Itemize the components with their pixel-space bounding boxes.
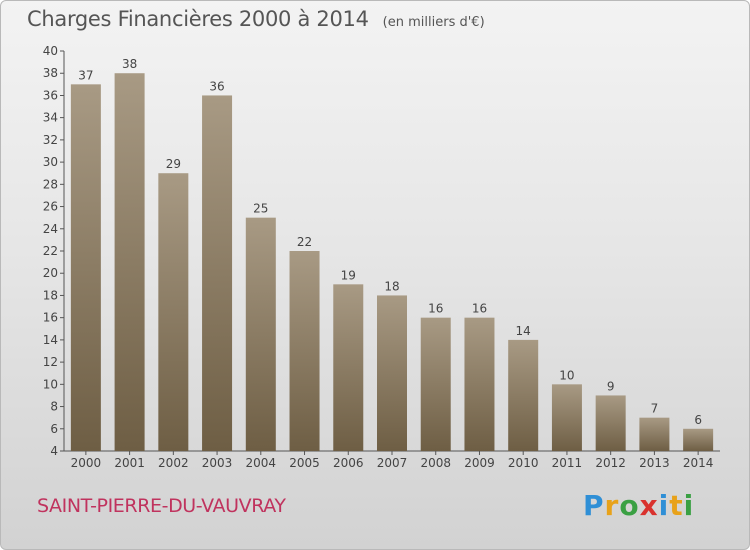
bar bbox=[158, 173, 189, 451]
x-tick-label: 2000 bbox=[71, 456, 102, 470]
x-tick-label: 2014 bbox=[683, 456, 714, 470]
bar bbox=[70, 84, 101, 451]
bar bbox=[639, 417, 670, 451]
chart-subtitle: (en milliers d'€) bbox=[382, 15, 485, 30]
y-tick-label: 24 bbox=[43, 222, 58, 236]
logo-letter: t bbox=[669, 489, 684, 522]
y-tick-label: 20 bbox=[43, 266, 58, 280]
y-tick-label: 8 bbox=[50, 400, 58, 414]
y-tick-label: 18 bbox=[43, 288, 58, 302]
bar bbox=[289, 251, 320, 451]
bar bbox=[202, 95, 233, 451]
bar-value-label: 38 bbox=[122, 57, 137, 71]
x-tick-label: 2004 bbox=[246, 456, 277, 470]
bars: 37 38 29 36 25 22 19 18 16 16 14 10 9 7 6 bbox=[70, 57, 714, 451]
bar-value-label: 29 bbox=[166, 157, 181, 171]
x-tick-label: 2013 bbox=[639, 456, 670, 470]
bar-value-label: 22 bbox=[297, 235, 312, 249]
x-tick-label: 2011 bbox=[552, 456, 583, 470]
x-tick-label: 2012 bbox=[595, 456, 626, 470]
bar bbox=[245, 217, 276, 451]
x-tick-label: 2010 bbox=[508, 456, 539, 470]
bar-value-label: 9 bbox=[607, 379, 615, 393]
bar-value-label: 19 bbox=[341, 268, 356, 282]
x-tick-label: 2006 bbox=[333, 456, 364, 470]
y-tick-label: 40 bbox=[43, 44, 58, 58]
chart-title: Charges Financières 2000 à 2014 (en milli… bbox=[27, 7, 485, 31]
axes: 4 6 8 10 12 14 16 18 20 22 24 26 28 30 32 34 36 38 40 2000 2… bbox=[43, 44, 720, 470]
bar-value-label: 18 bbox=[384, 279, 399, 293]
y-tick-label: 36 bbox=[43, 88, 58, 102]
title-text: Charges Financières 2000 à 2014 bbox=[27, 7, 369, 31]
logo-letter: P bbox=[583, 489, 605, 522]
bar bbox=[508, 339, 539, 451]
proxiti-logo: Proxiti bbox=[583, 489, 694, 522]
x-tick-label: 2009 bbox=[464, 456, 495, 470]
bar bbox=[114, 73, 145, 451]
bar bbox=[551, 384, 582, 451]
x-tick-label: 2002 bbox=[158, 456, 189, 470]
bar bbox=[595, 395, 626, 451]
y-tick-label: 34 bbox=[43, 111, 58, 125]
logo-letter: i bbox=[683, 489, 695, 522]
y-tick-label: 26 bbox=[43, 200, 58, 214]
commune-name: SAINT-PIERRE-DU-VAUVRAY bbox=[37, 495, 286, 517]
logo-letter: r bbox=[604, 489, 620, 522]
y-tick-label: 16 bbox=[43, 311, 58, 325]
y-tick-label: 38 bbox=[43, 66, 58, 80]
y-tick-label: 14 bbox=[43, 333, 58, 347]
y-tick-label: 22 bbox=[43, 244, 58, 258]
logo-letter: o bbox=[619, 489, 640, 522]
bar-value-label: 25 bbox=[253, 202, 268, 216]
bar-value-label: 14 bbox=[516, 324, 531, 338]
bar-value-label: 7 bbox=[651, 402, 659, 416]
x-tick-label: 2007 bbox=[377, 456, 408, 470]
bar-value-label: 36 bbox=[209, 79, 224, 93]
bar bbox=[683, 428, 714, 451]
bar bbox=[333, 284, 364, 451]
y-tick-label: 12 bbox=[43, 355, 58, 369]
y-tick-label: 4 bbox=[50, 444, 58, 458]
bar-value-label: 10 bbox=[559, 368, 574, 382]
x-tick-label: 2005 bbox=[289, 456, 320, 470]
bar-value-label: 6 bbox=[694, 413, 702, 427]
y-tick-label: 32 bbox=[43, 133, 58, 147]
y-tick-label: 28 bbox=[43, 177, 58, 191]
bar-value-label: 16 bbox=[428, 302, 443, 316]
logo-letter: i bbox=[658, 489, 670, 522]
bar bbox=[464, 317, 495, 451]
y-tick-label: 6 bbox=[50, 422, 58, 436]
bar-value-label: 37 bbox=[78, 68, 93, 82]
bar-value-label: 16 bbox=[472, 302, 487, 316]
x-tick-label: 2003 bbox=[202, 456, 233, 470]
logo-letter: x bbox=[639, 489, 659, 522]
y-tick-label: 30 bbox=[43, 155, 58, 169]
x-tick-label: 2008 bbox=[420, 456, 451, 470]
bar bbox=[420, 317, 451, 451]
bar bbox=[377, 295, 407, 451]
y-tick-label: 10 bbox=[43, 377, 58, 391]
x-tick-label: 2001 bbox=[114, 456, 145, 470]
